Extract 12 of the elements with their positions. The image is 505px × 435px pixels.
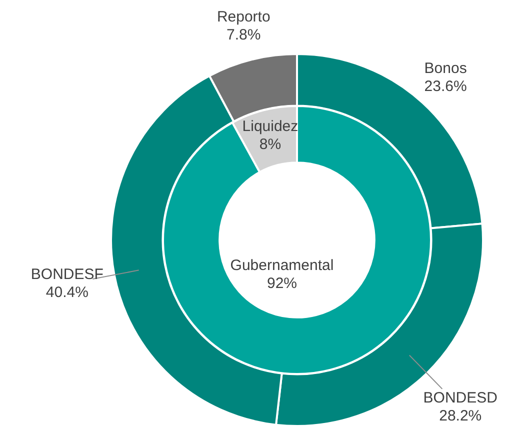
data-label: 28.2% [439, 408, 482, 425]
data-label: 40.4% [46, 284, 88, 301]
slice-label: Gubernamental [230, 257, 334, 274]
data-label: 92% [266, 275, 298, 292]
slice-label: Liquidez [242, 118, 298, 135]
data-label: 23.6% [424, 78, 467, 95]
slice-label: Bonos [424, 60, 467, 77]
slice-label: Reporto [216, 8, 270, 26]
slice-label: BONDESD [423, 390, 498, 407]
slice-label: BONDESF [30, 266, 104, 283]
data-label: 7.8% [226, 26, 261, 44]
data-label: 8% [259, 136, 282, 153]
